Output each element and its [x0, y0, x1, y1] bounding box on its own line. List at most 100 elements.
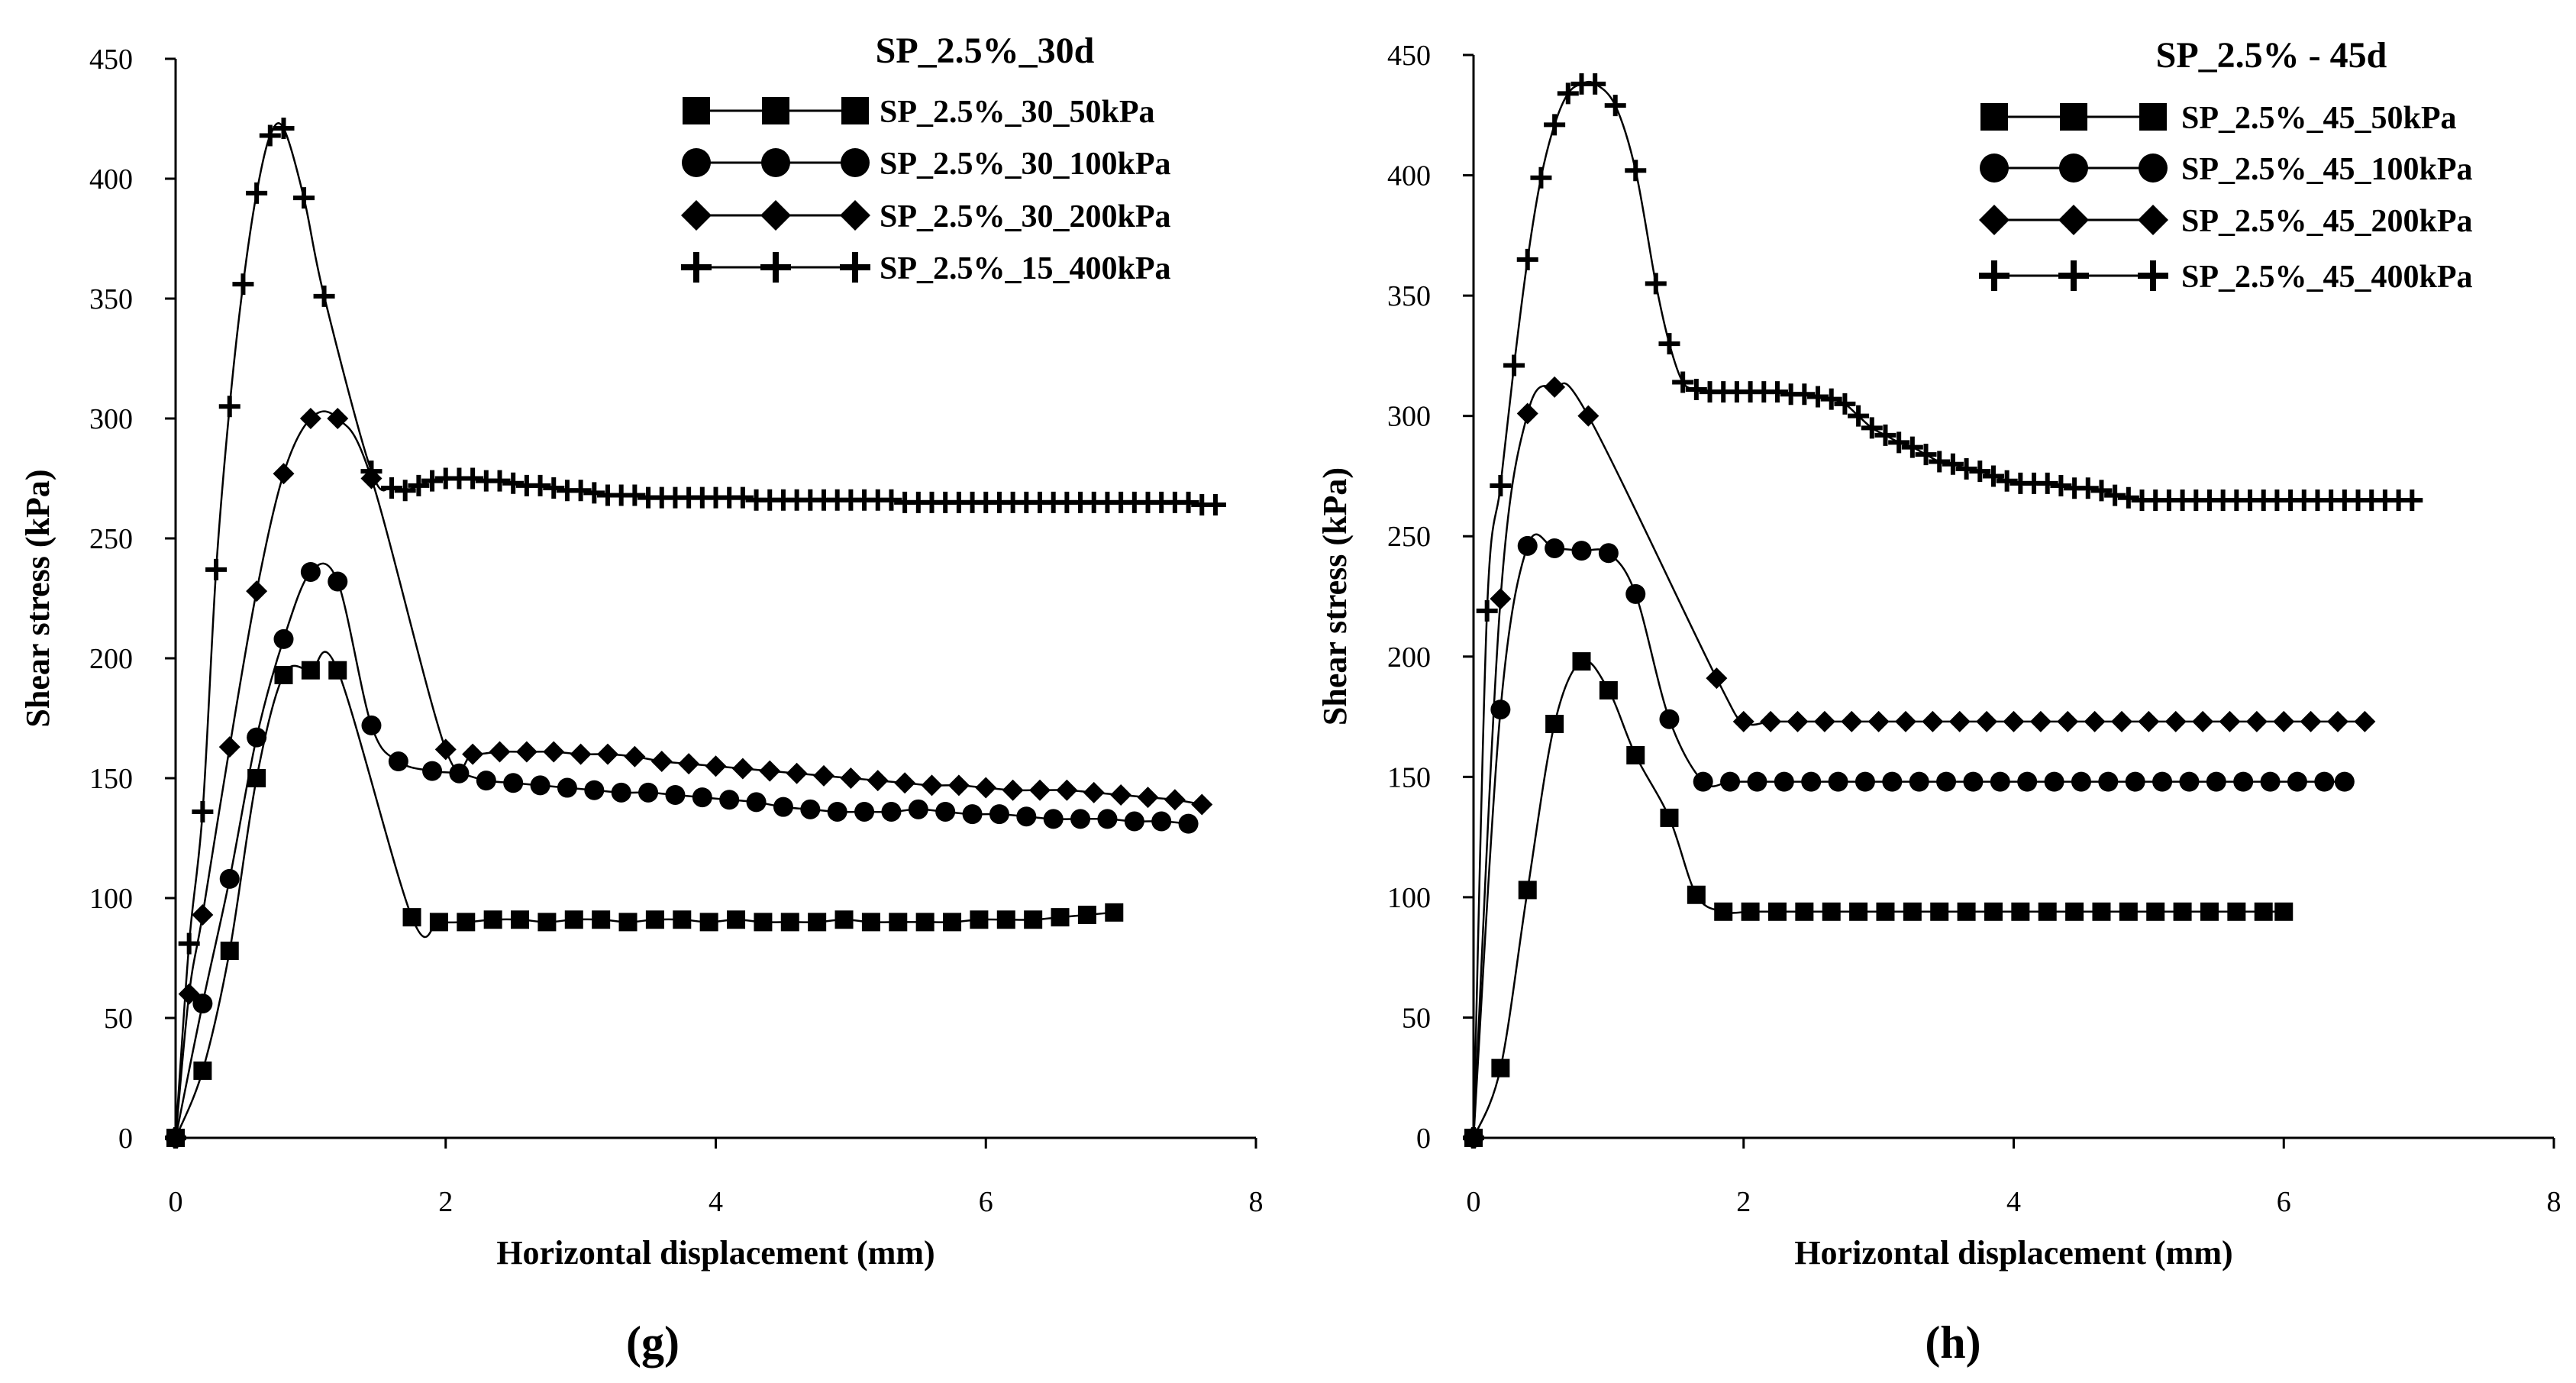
data-point-square [193, 1061, 212, 1081]
legend-marker-square [2139, 103, 2167, 131]
data-point-square [673, 910, 692, 929]
data-point-plus [1516, 248, 1538, 270]
data-point-diamond [2164, 710, 2187, 732]
data-point-plus [1861, 417, 1883, 439]
data-point-diamond [1002, 779, 1024, 801]
legend-marker-plus [2138, 260, 2168, 291]
data-point-plus [1942, 453, 1964, 475]
data-point-square [1077, 905, 1096, 924]
data-point-square [2227, 902, 2246, 921]
data-point-circle [1963, 771, 1984, 792]
data-point-circle [719, 790, 740, 810]
data-point-circle [1855, 771, 1875, 792]
data-point-diamond [246, 580, 268, 603]
data-point-square [429, 913, 448, 932]
data-point-diamond [1191, 793, 1213, 816]
data-point-circle [989, 804, 1009, 825]
data-point-circle [1990, 771, 2010, 792]
data-point-square [2065, 902, 2084, 921]
data-point-plus [293, 187, 315, 209]
data-point-plus [462, 467, 484, 490]
data-point-circle [1801, 771, 1822, 792]
legend-marker-circle [761, 148, 790, 177]
data-point-circle [2287, 771, 2307, 792]
data-point-circle [300, 561, 321, 582]
series-circle [1464, 533, 2355, 1148]
legend-entry-label: SP_2.5%_30_100kPa [880, 147, 1171, 182]
data-point-diamond [1516, 402, 1538, 425]
data-point-plus [1915, 444, 1937, 466]
data-point-diamond [975, 777, 997, 799]
data-point-plus [381, 477, 402, 499]
x-tick-label: 0 [1467, 1186, 1481, 1218]
data-point-square [220, 942, 239, 961]
data-point-plus [1888, 431, 1910, 454]
y-tick-label: 0 [118, 1123, 133, 1155]
legend-title: SP_2.5% - 45d [2156, 35, 2387, 76]
x-tick-label: 4 [2006, 1186, 2021, 1218]
data-point-plus [421, 470, 444, 492]
legend-marker-plus [760, 252, 791, 283]
data-point-circle [1720, 771, 1741, 792]
data-point-diamond [2111, 710, 2132, 732]
y-tick-label: 450 [89, 44, 133, 76]
data-point-square [1741, 902, 1760, 921]
data-point-diamond [1056, 779, 1078, 801]
data-point-diamond [2327, 710, 2348, 732]
data-point-circle [935, 801, 956, 822]
data-point-diamond [1813, 710, 1835, 732]
data-point-square [1714, 902, 1733, 921]
data-point-diamond [2300, 710, 2322, 732]
data-point-diamond [299, 408, 321, 429]
data-point-square [483, 910, 502, 929]
data-point-square [1687, 885, 1706, 904]
data-point-square [1876, 902, 1895, 921]
data-point-square [564, 910, 583, 929]
data-point-square [1545, 715, 1564, 734]
data-point-circle [1545, 538, 1565, 558]
data-point-square [1984, 902, 2003, 921]
data-point-square [2173, 902, 2192, 921]
data-point-square [1491, 1058, 1510, 1078]
data-point-circle [692, 787, 712, 808]
legend-marker-diamond [760, 200, 791, 231]
data-point-diamond [678, 753, 700, 775]
data-point-circle [2017, 771, 2038, 792]
data-point-square [1767, 902, 1787, 921]
data-point-square [301, 661, 320, 680]
data-point-circle [1774, 771, 1794, 792]
data-point-square [1024, 910, 1043, 929]
data-point-circle [219, 868, 240, 889]
data-point-plus [880, 489, 902, 511]
legend-marker-circle [2059, 153, 2088, 183]
data-point-diamond [786, 762, 808, 784]
y-tick-label: 400 [89, 163, 133, 195]
data-point-square [1660, 808, 1679, 827]
data-point-plus [1645, 273, 1667, 295]
data-point-plus [218, 396, 240, 418]
data-point-plus [1848, 405, 1870, 427]
data-point-circle [1517, 535, 1538, 556]
y-tick-label: 400 [1387, 160, 1431, 192]
data-point-plus [502, 472, 525, 494]
data-point-square [457, 913, 476, 932]
data-point-plus [624, 484, 646, 506]
data-point-plus [489, 470, 511, 492]
data-point-plus [2401, 489, 2423, 511]
data-point-circle [2071, 771, 2091, 792]
data-point-plus [1955, 457, 1977, 480]
data-point-diamond [2084, 710, 2106, 732]
data-point-diamond [705, 755, 727, 777]
data-point-plus [259, 124, 281, 147]
legend-marker-diamond [840, 200, 870, 231]
data-point-diamond [1110, 784, 1132, 806]
legend-marker-square [2060, 103, 2087, 131]
y-tick-label: 350 [1387, 280, 1431, 312]
legend-marker-plus [840, 252, 870, 283]
data-point-plus [1658, 333, 1680, 355]
data-point-circle [388, 751, 408, 772]
data-point-diamond [840, 767, 862, 789]
y-tick-label: 300 [1387, 401, 1431, 433]
y-tick-label: 300 [89, 403, 133, 435]
legend-marker-diamond [1979, 205, 2009, 235]
